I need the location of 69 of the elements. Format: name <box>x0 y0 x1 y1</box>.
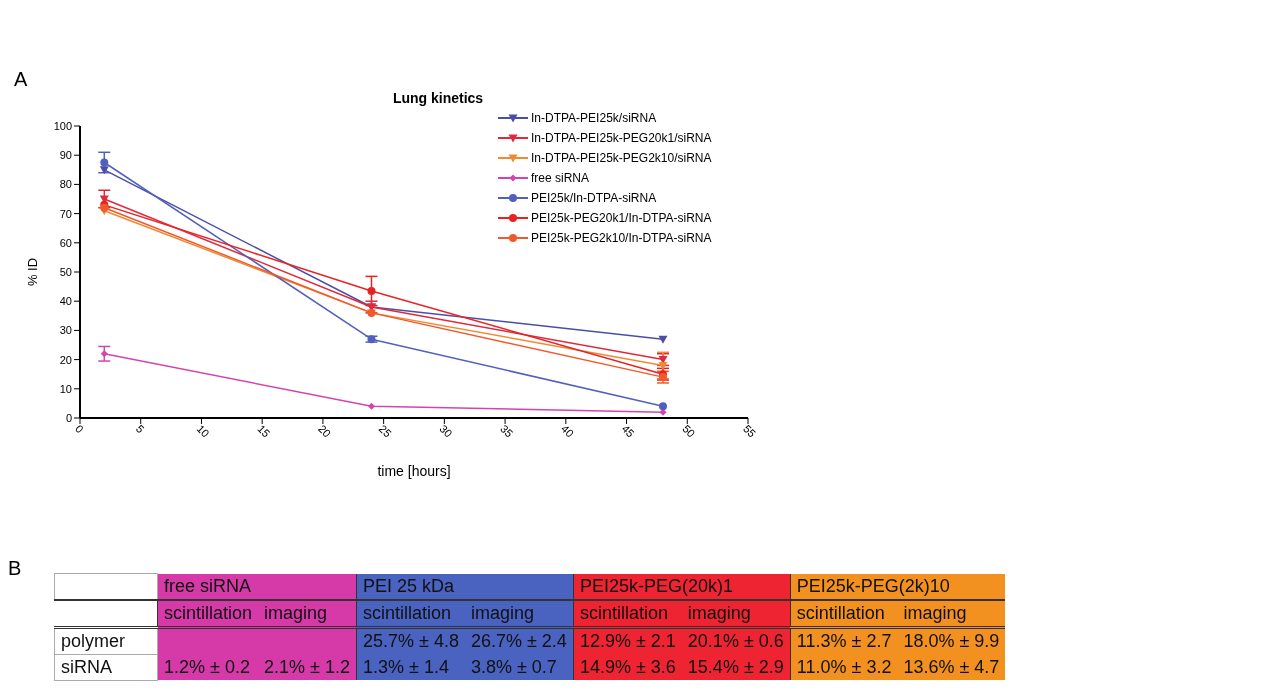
text: 25.7% ± 4.8 <box>362 630 459 651</box>
point <box>100 158 109 167</box>
text: 26.7% ± 2.4 <box>470 630 567 651</box>
legend-label: PEI25k-PEG20k1/In-DTPA-siRNA <box>531 211 712 225</box>
y-tick-label: 20 <box>59 353 72 366</box>
category-label: scintillation <box>573 599 682 627</box>
point <box>367 286 376 295</box>
category-label: scintillation <box>157 599 259 627</box>
text: free siRNA <box>157 573 357 600</box>
y-tick-label: 70 <box>59 207 72 220</box>
text: 18.0% ± 9.9 <box>903 630 1000 651</box>
y-tick-label: 80 <box>59 178 72 191</box>
text: B <box>8 557 22 580</box>
category-label: scintillation <box>356 599 465 627</box>
y-tick-label: 0 <box>65 411 72 424</box>
point <box>367 402 375 410</box>
text: 1.3% ± 1.4 <box>362 656 449 677</box>
category-label: imaging <box>258 599 357 627</box>
y-tick-label: 100 <box>53 119 72 132</box>
legend-label: PEI25k/In-DTPA-siRNA <box>531 191 657 205</box>
category-label: scintillation <box>790 599 898 627</box>
text: 2.1% ± 1.2 <box>264 656 350 677</box>
text: 11.3% ± 2.7 <box>796 630 892 651</box>
point <box>100 350 108 358</box>
chart-title: Lung kinetics <box>391 90 485 106</box>
point <box>658 402 667 411</box>
x-tick-label: 25 <box>376 422 394 440</box>
x-axis-title: time [hours] <box>377 463 451 479</box>
y-tick-label: 30 <box>59 324 72 337</box>
x-tick-label: 35 <box>498 422 516 440</box>
y-tick-label: 90 <box>59 149 72 162</box>
x-tick-label: 20 <box>315 422 334 440</box>
text: A <box>14 68 28 91</box>
y-tick-label: 40 <box>59 295 72 308</box>
text: 14.9% ± 3.6 <box>579 656 676 677</box>
y-tick-label: 50 <box>59 265 72 278</box>
x-tick-label: 5 <box>133 422 147 436</box>
text: PEI 25 kDa <box>356 573 574 600</box>
category-label: imaging <box>464 599 574 627</box>
x-tick-label: 50 <box>680 422 698 440</box>
x-tick-label: 30 <box>437 422 455 440</box>
text: 12.9% ± 2.1 <box>579 630 676 651</box>
x-tick-label: 10 <box>194 422 212 440</box>
category-label: polymer <box>61 630 126 651</box>
category-label: siRNA <box>61 656 113 677</box>
category-label: imaging <box>681 599 791 627</box>
text: 11.0% ± 3.2 <box>796 656 892 677</box>
text: 20.1% ± 0.6 <box>687 630 784 651</box>
x-tick-label: 15 <box>255 422 273 440</box>
legend-label: In-DTPA-PEI25k-PEG20k1/siRNA <box>531 131 712 145</box>
x-tick-label: 0 <box>73 422 86 436</box>
legend-label: In-DTPA-PEI25k/siRNA <box>531 111 657 125</box>
y-tick-label: 10 <box>59 382 72 395</box>
legend-label: free siRNA <box>531 171 590 185</box>
text: PEI25k-PEG(2k)10 <box>790 573 1006 600</box>
text: PEI25k-PEG(20k)1 <box>573 573 791 600</box>
text: 1.2% ± 0.2 <box>164 656 250 677</box>
text: 13.6% ± 4.7 <box>903 656 1000 677</box>
text: 3.8% ± 0.7 <box>470 656 557 677</box>
x-tick-label: 55 <box>741 422 759 440</box>
category-label: imaging <box>897 599 1006 627</box>
legend-label: In-DTPA-PEI25k-PEG2k10/siRNA <box>531 151 712 165</box>
legend-label: PEI25k-PEG2k10/In-DTPA-siRNA <box>531 231 712 245</box>
point <box>99 166 109 175</box>
text: 15.4% ± 2.9 <box>687 656 784 677</box>
x-tick-label: 45 <box>619 422 637 440</box>
y-axis-title: % ID <box>24 257 40 287</box>
y-tick-label: 60 <box>59 236 72 249</box>
x-tick-label: 40 <box>558 422 577 440</box>
